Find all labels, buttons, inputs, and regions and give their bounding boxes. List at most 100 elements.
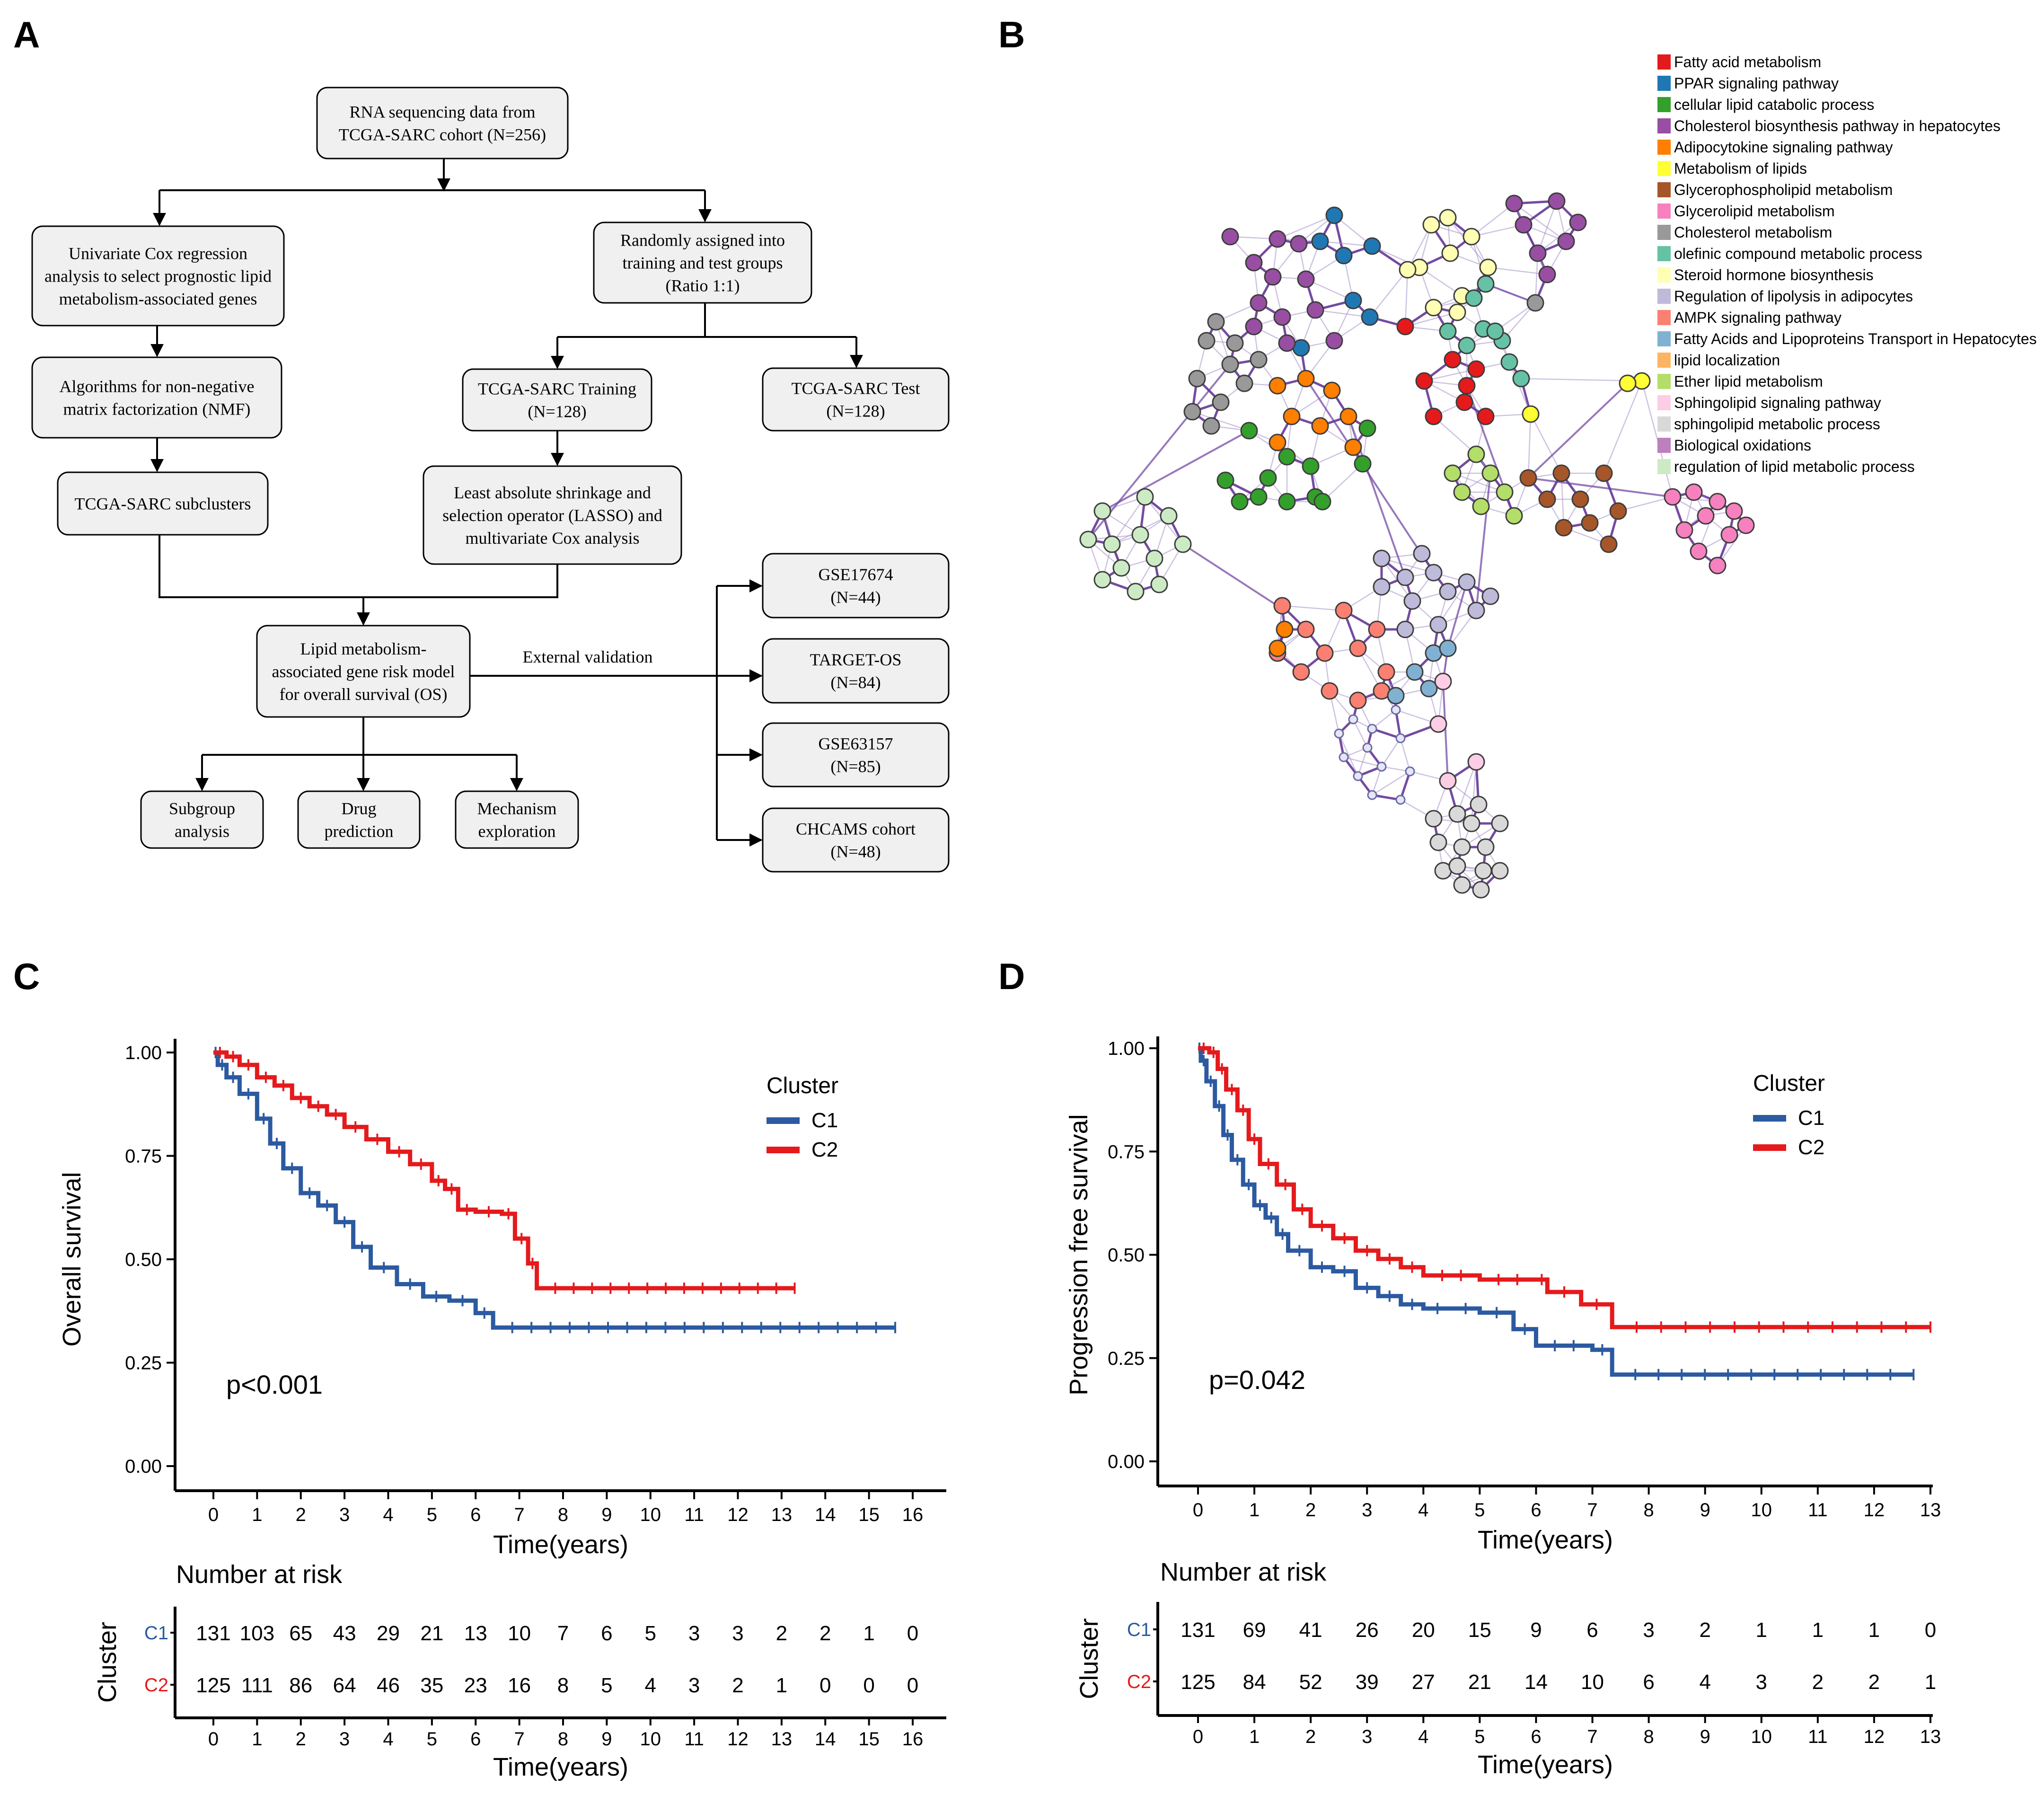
network-edge: [1322, 463, 1363, 502]
risk-row-label-c1: C1: [144, 1623, 168, 1644]
network-node: [1269, 433, 1286, 451]
network-node: [1387, 687, 1405, 705]
box-lasso-line: multivariate Cox analysis: [466, 529, 640, 548]
network-node: [1467, 445, 1485, 463]
legend-label: Glycerophospholipid metabolism: [1674, 181, 1893, 198]
risk-count: 16: [508, 1674, 531, 1697]
network-node: [1406, 663, 1424, 681]
x-tick-label: 6: [470, 1504, 481, 1525]
network-node: [1477, 838, 1495, 856]
legend-swatch: [1657, 76, 1671, 91]
y-tick-label: 0.25: [125, 1353, 162, 1374]
network-node: [1555, 519, 1573, 537]
network-edge: [1277, 214, 1335, 240]
network-edge: [1381, 557, 1434, 574]
network-node: [1240, 422, 1258, 440]
network-node: [1448, 857, 1466, 875]
legend-label: Ether lipid metabolism: [1674, 373, 1823, 390]
risk-count: 5: [645, 1622, 656, 1645]
network-node: [1174, 535, 1192, 553]
network-node: [1557, 232, 1575, 250]
km-plot-d: 0.000.250.500.751.000 1 2 3 4 5 6 7 8 9 10 11 12 13Ti…: [1065, 1036, 1941, 1779]
network-node: [1361, 308, 1379, 326]
network-edge: [1447, 582, 1468, 649]
network-node: [1697, 507, 1715, 525]
risk-table-title: Number at risk: [176, 1560, 343, 1589]
risk-count: 131: [1181, 1618, 1215, 1642]
network-edge: [1369, 269, 1408, 318]
network-node: [1145, 549, 1163, 567]
box-nmf-line: matrix factorization (NMF): [63, 400, 251, 419]
box-risk-model-line: associated gene risk model: [272, 662, 455, 681]
box-subgroup-analysis: [140, 790, 264, 849]
x-tick-label: 0: [208, 1504, 219, 1525]
network-node: [1552, 464, 1570, 482]
risk-x-tick-label: 5: [427, 1729, 437, 1750]
network-node: [1221, 355, 1239, 373]
network-node: [1250, 294, 1268, 312]
risk-count: 2: [819, 1622, 831, 1645]
risk-count: 2: [1868, 1671, 1880, 1694]
risk-count: 3: [688, 1674, 700, 1697]
legend-label: Cholesterol metabolism: [1674, 224, 1832, 241]
risk-count: 65: [289, 1622, 312, 1645]
network-node: [1448, 303, 1466, 321]
risk-count: 84: [1243, 1671, 1266, 1694]
panel-label-c: C: [13, 955, 40, 997]
box-risk-model-line: Lipid metabolism-: [300, 639, 427, 658]
network-node-small: [1367, 724, 1377, 734]
network-node: [1264, 268, 1282, 286]
risk-x-tick-label: 1: [252, 1729, 262, 1750]
x-tick-label: 10: [640, 1504, 661, 1525]
risk-count: 3: [1756, 1671, 1767, 1694]
network-node: [1453, 876, 1471, 894]
panel-label-a: A: [13, 14, 40, 55]
network-node: [1202, 417, 1220, 435]
network-edge: [1381, 738, 1401, 767]
risk-row-label-c2: C2: [144, 1675, 168, 1696]
box-gse17674-line: (N=44): [830, 588, 881, 607]
risk-count: 20: [1412, 1618, 1435, 1642]
network-node: [1221, 228, 1239, 246]
risk-x-tick-label: 10: [640, 1729, 661, 1750]
box-gse63157-line: (N=85): [830, 757, 881, 776]
network-node: [1500, 353, 1518, 371]
network-node: [1595, 464, 1613, 482]
y-tick-label: 0.00: [1108, 1451, 1145, 1472]
network-node: [1354, 455, 1372, 473]
risk-x-tick-label: 6: [1531, 1726, 1541, 1747]
risk-count: 39: [1356, 1671, 1379, 1694]
legend-swatch: [1657, 331, 1671, 346]
network-node: [1439, 583, 1457, 601]
risk-row-label-c1: C1: [1127, 1619, 1151, 1640]
x-tick-label: 10: [1751, 1500, 1772, 1521]
box-random-assign-line: (Ratio 1:1): [666, 276, 740, 295]
legend-label-c1: C1: [811, 1109, 838, 1132]
network-node-small: [1362, 743, 1373, 753]
network-edge: [1182, 543, 1278, 607]
network-edge: [1456, 761, 1477, 814]
legend-swatch: [1657, 459, 1671, 474]
box-subgroup-analysis-line: analysis: [175, 822, 229, 841]
network-node: [1198, 332, 1216, 350]
network-node: [1690, 542, 1708, 560]
network-node: [1344, 292, 1362, 309]
legend-label: Sphingolipid signaling pathway: [1674, 394, 1881, 411]
network-node: [1323, 381, 1341, 399]
network-node: [1344, 438, 1362, 456]
y-tick-label: 0.75: [1108, 1141, 1145, 1162]
box-target-os-line: (N=84): [830, 673, 881, 692]
network-node: [1709, 493, 1727, 511]
network-node: [1276, 620, 1294, 638]
network-node: [1377, 663, 1395, 681]
network-node: [1216, 471, 1234, 489]
network-edge: [1192, 411, 1250, 432]
km-curve-c2: [1198, 1046, 1930, 1329]
x-tick-label: 11: [1808, 1500, 1828, 1521]
risk-count: 3: [688, 1622, 700, 1645]
box-target-os: [762, 638, 950, 704]
box-tcga-test-line: TCGA-SARC Test: [792, 379, 920, 398]
network-node: [1413, 545, 1431, 563]
risk-count: 52: [1299, 1671, 1322, 1694]
